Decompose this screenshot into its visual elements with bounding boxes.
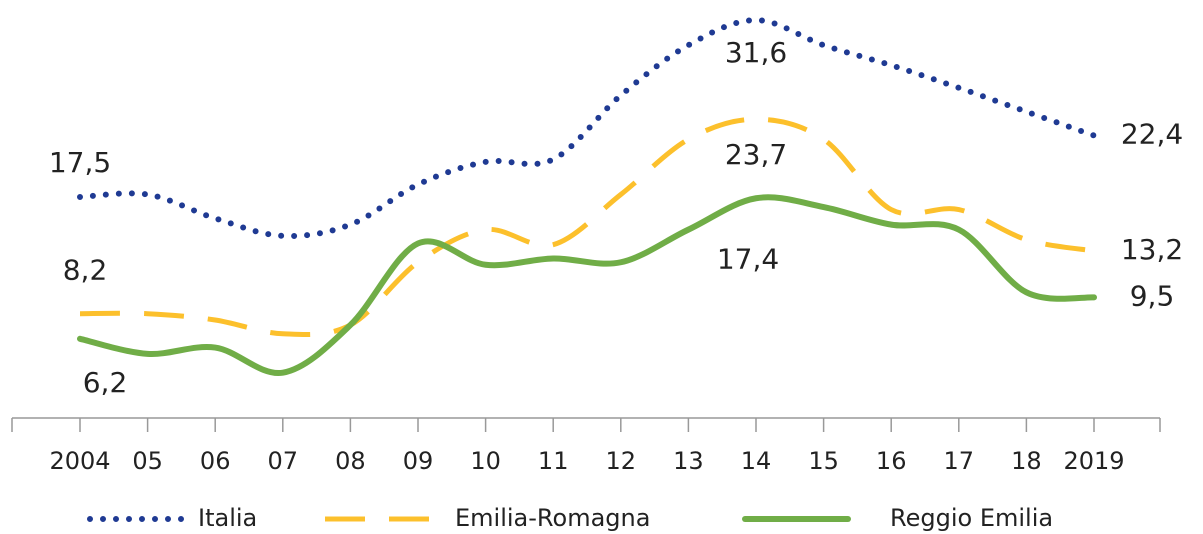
data-label: 23,7 [725, 138, 787, 171]
data-label: 17,4 [717, 242, 779, 275]
x-tick-label: 06 [200, 447, 231, 475]
x-tick-label: 10 [470, 447, 501, 475]
legend-label: Reggio Emilia [890, 504, 1053, 532]
data-label: 9,5 [1130, 279, 1175, 312]
x-tick-label: 07 [268, 447, 299, 475]
x-tick-label: 13 [673, 447, 704, 475]
x-tick-label: 2004 [49, 447, 110, 475]
x-tick-label: 2019 [1063, 447, 1124, 475]
data-label: 13,2 [1121, 233, 1183, 266]
data-label: 8,2 [63, 254, 108, 287]
legend-label: Emilia-Romagna [455, 504, 650, 532]
data-label: 31,6 [725, 36, 787, 69]
x-tick-label: 12 [606, 447, 637, 475]
data-label: 6,2 [83, 366, 128, 399]
legend-label: Italia [198, 504, 257, 532]
x-tick-label: 05 [132, 447, 163, 475]
x-tick-label: 17 [944, 447, 975, 475]
x-tick-label: 11 [538, 447, 569, 475]
x-tick-label: 09 [403, 447, 434, 475]
x-tick-label: 14 [741, 447, 772, 475]
data-label: 22,4 [1121, 118, 1183, 151]
data-label: 17,5 [49, 146, 111, 179]
line-series [77, 194, 1097, 376]
x-tick-label: 15 [808, 447, 839, 475]
x-tick-label: 16 [876, 447, 907, 475]
x-tick-label: 08 [335, 447, 366, 475]
line-series [77, 17, 1097, 240]
x-tick-label: 18 [1011, 447, 1042, 475]
